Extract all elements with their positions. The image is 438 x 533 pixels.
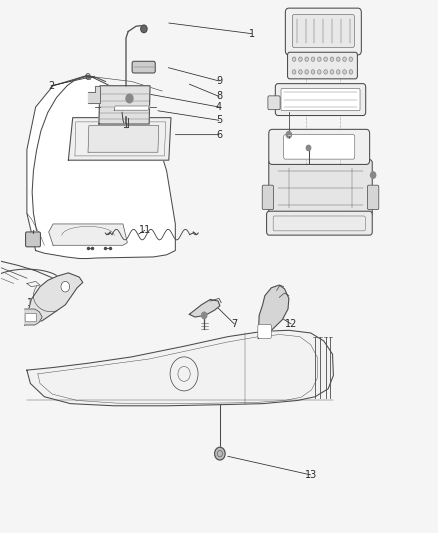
Polygon shape — [27, 75, 175, 259]
Text: 11: 11 — [139, 225, 151, 236]
Text: 7: 7 — [231, 319, 237, 329]
Text: 8: 8 — [216, 91, 222, 101]
Polygon shape — [258, 285, 289, 338]
FancyBboxPatch shape — [25, 313, 36, 322]
Polygon shape — [49, 224, 127, 245]
Circle shape — [286, 132, 291, 138]
FancyBboxPatch shape — [284, 135, 355, 159]
FancyBboxPatch shape — [268, 96, 280, 110]
Circle shape — [343, 57, 346, 61]
Circle shape — [311, 70, 315, 74]
Text: 5: 5 — [216, 115, 222, 125]
Polygon shape — [25, 309, 42, 325]
Circle shape — [336, 70, 340, 74]
Text: 1: 1 — [249, 29, 255, 39]
Polygon shape — [25, 273, 83, 325]
Circle shape — [305, 57, 308, 61]
Text: 9: 9 — [216, 76, 222, 86]
Circle shape — [306, 146, 311, 151]
Circle shape — [371, 172, 376, 178]
Circle shape — [292, 70, 296, 74]
FancyBboxPatch shape — [258, 325, 272, 338]
Circle shape — [349, 70, 353, 74]
Polygon shape — [114, 106, 149, 110]
Circle shape — [330, 57, 334, 61]
FancyBboxPatch shape — [262, 185, 274, 209]
FancyBboxPatch shape — [269, 130, 370, 165]
Circle shape — [126, 94, 133, 103]
Circle shape — [324, 57, 327, 61]
Circle shape — [311, 57, 315, 61]
FancyBboxPatch shape — [286, 8, 361, 55]
Circle shape — [299, 70, 302, 74]
Text: 13: 13 — [304, 470, 317, 480]
Polygon shape — [189, 300, 220, 317]
FancyBboxPatch shape — [132, 61, 155, 73]
Circle shape — [61, 281, 70, 292]
Circle shape — [215, 447, 225, 460]
Circle shape — [343, 70, 346, 74]
Polygon shape — [88, 86, 100, 103]
FancyBboxPatch shape — [267, 211, 372, 235]
FancyBboxPatch shape — [288, 52, 357, 79]
Circle shape — [318, 70, 321, 74]
FancyBboxPatch shape — [269, 160, 372, 216]
Polygon shape — [88, 126, 159, 152]
Circle shape — [336, 57, 340, 61]
Circle shape — [292, 57, 296, 61]
Circle shape — [305, 70, 308, 74]
FancyBboxPatch shape — [367, 185, 379, 209]
Circle shape — [324, 70, 327, 74]
Text: 4: 4 — [216, 102, 222, 112]
Text: 6: 6 — [216, 130, 222, 140]
FancyBboxPatch shape — [292, 14, 354, 47]
FancyBboxPatch shape — [281, 88, 360, 111]
Text: 2: 2 — [48, 81, 54, 91]
Circle shape — [141, 25, 147, 33]
Circle shape — [201, 312, 207, 319]
Text: 10: 10 — [27, 297, 39, 308]
Circle shape — [299, 57, 302, 61]
Circle shape — [318, 57, 321, 61]
Polygon shape — [99, 86, 150, 124]
Polygon shape — [27, 330, 333, 406]
Circle shape — [330, 70, 334, 74]
Text: 12: 12 — [285, 319, 297, 329]
FancyBboxPatch shape — [25, 232, 40, 247]
FancyBboxPatch shape — [276, 84, 366, 116]
Circle shape — [349, 57, 353, 61]
Text: 3: 3 — [113, 131, 120, 141]
Polygon shape — [68, 118, 171, 160]
